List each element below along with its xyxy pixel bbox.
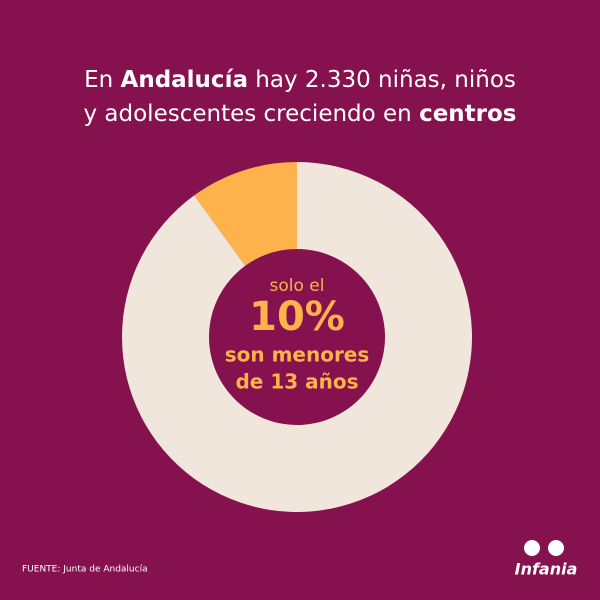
donut-slice: [194, 162, 297, 266]
value-label: 10%: [249, 294, 345, 340]
chart-title-line: y adolescentes creciendo en centros: [83, 101, 516, 127]
donut: [122, 162, 473, 512]
title-part: centros: [419, 101, 516, 127]
title-part: hay 2.330 niñas, niños: [248, 67, 516, 93]
logo-icon: [524, 540, 540, 556]
donut-slice: [122, 162, 473, 512]
annotation: son menores: [225, 343, 370, 367]
logo: Infania: [515, 540, 578, 579]
title-part: En: [84, 67, 120, 93]
logo-text: Infania: [515, 560, 578, 579]
source: FUENTE: Junta de Andalucía: [22, 565, 148, 575]
title-part: y adolescentes creciendo en: [83, 101, 419, 127]
chart-title-line: En Andalucía hay 2.330 niñas, niños: [84, 67, 516, 93]
logo-icon: [548, 540, 564, 556]
annotation: de 13 años: [235, 370, 358, 394]
annotation: solo el: [270, 276, 325, 296]
title-part: Andalucía: [121, 67, 248, 93]
